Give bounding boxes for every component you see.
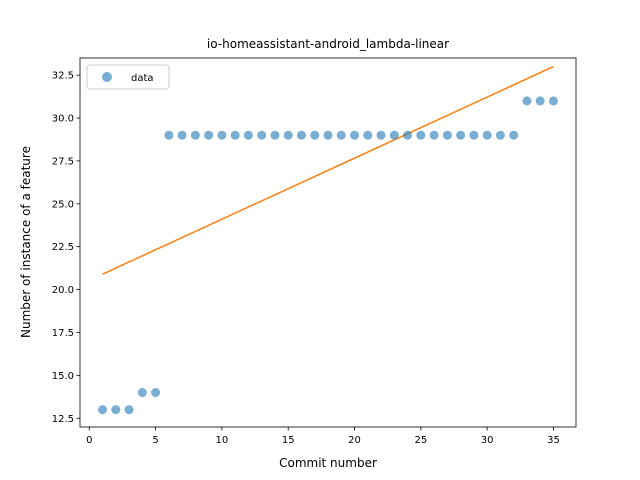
- x-axis-label: Commit number: [279, 456, 377, 470]
- data-point: [257, 130, 267, 140]
- fit-line: [102, 65, 554, 275]
- data-point: [469, 130, 479, 140]
- data-point: [204, 130, 214, 140]
- data-point: [323, 130, 333, 140]
- data-point: [137, 388, 147, 398]
- y-tick-label: 17.5: [52, 328, 74, 339]
- x-tick-label: 25: [414, 435, 427, 446]
- data-point: [177, 130, 187, 140]
- data-point: [363, 130, 373, 140]
- x-tick-label: 5: [152, 435, 158, 446]
- x-tick-label: 10: [216, 435, 229, 446]
- data-point: [190, 130, 200, 140]
- data-point: [98, 405, 108, 415]
- y-tick-label: 27.5: [52, 156, 74, 167]
- data-point: [151, 388, 161, 398]
- legend: data: [86, 64, 170, 90]
- chart-title: io-homeassistant-android_lambda-linear: [207, 37, 449, 51]
- plot-marks: [98, 65, 558, 415]
- y-tick-label: 22.5: [52, 242, 74, 253]
- data-point: [111, 405, 121, 415]
- data-point: [429, 130, 439, 140]
- y-tick-label: 32.5: [52, 71, 74, 82]
- data-point: [243, 130, 253, 140]
- x-tick-label: 35: [547, 435, 560, 446]
- x-axis-ticks: 0 5 10 15 20 25 30 35: [86, 427, 560, 446]
- y-tick-label: 12.5: [52, 414, 74, 425]
- data-point: [336, 130, 346, 140]
- y-axis-ticks: 12.5 15.0 17.5 20.0 22.5 25.0 27.5 30.0 32.5: [52, 71, 80, 425]
- data-point: [403, 130, 413, 140]
- data-point: [283, 130, 293, 140]
- y-tick-label: 15.0: [52, 371, 74, 382]
- data-point: [164, 130, 174, 140]
- data-point: [535, 96, 545, 106]
- plot-frame: [79, 57, 577, 428]
- data-point: [124, 405, 134, 415]
- x-tick-label: 30: [481, 435, 494, 446]
- data-point: [442, 130, 452, 140]
- x-tick-label: 0: [86, 435, 92, 446]
- plot-area: [80, 58, 576, 427]
- y-tick-label: 25.0: [52, 199, 74, 210]
- data-point: [270, 130, 280, 140]
- data-point: [350, 130, 360, 140]
- data-point: [230, 130, 240, 140]
- legend-marker: [102, 72, 112, 82]
- legend-label: data: [131, 73, 154, 84]
- data-point: [509, 130, 519, 140]
- x-tick-label: 15: [282, 435, 295, 446]
- y-tick-label: 20.0: [52, 285, 74, 296]
- y-tick-label: 30.0: [52, 114, 74, 125]
- legend-box: [86, 64, 170, 90]
- data-point: [296, 130, 306, 140]
- y-axis-label: Number of instance of a feature: [19, 146, 33, 338]
- data-point: [416, 130, 426, 140]
- data-point: [217, 130, 227, 140]
- data-point: [310, 130, 320, 140]
- data-point: [456, 130, 466, 140]
- data-point: [482, 130, 492, 140]
- data-point: [376, 130, 386, 140]
- data-point: [495, 130, 505, 140]
- data-point: [522, 96, 532, 106]
- x-tick-label: 20: [348, 435, 361, 446]
- data-point: [548, 96, 558, 106]
- data-point: [389, 130, 399, 140]
